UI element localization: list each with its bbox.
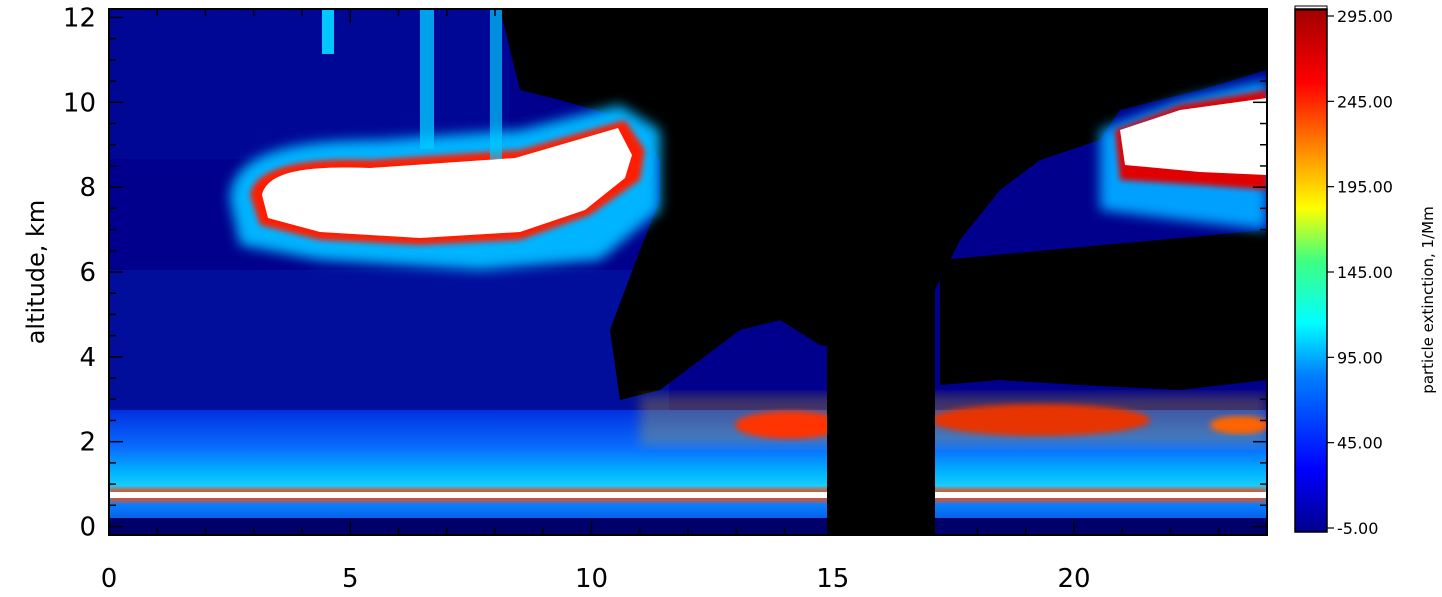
colorbar: -5.0045.0095.00145.00195.00245.00295.00 …: [1294, 5, 1437, 538]
cloud-streak: [322, 9, 334, 54]
colorbar-tick-label: 195.00: [1337, 178, 1393, 197]
missing-data-gap: [827, 9, 935, 535]
colorbar-saturated-cap: [1294, 5, 1328, 11]
cloud-streak: [490, 9, 502, 159]
upper-cloud-saturated-core: [262, 128, 632, 238]
y-tick-label: 12: [63, 3, 96, 33]
no-signal-region-2: [940, 230, 1267, 390]
x-tick-label: 10: [575, 564, 608, 594]
upper-cloud-right-core: [1120, 98, 1267, 175]
x-axis: 0 5 10 15 20: [101, 9, 1268, 594]
x-tick-label: 5: [342, 564, 359, 594]
y-axis-title: altitude, km: [22, 200, 50, 345]
low-extinction-mid-troposphere: [109, 270, 669, 410]
x-tick-label: 20: [1057, 564, 1090, 594]
y-axis: 0 2 4 6 8 10 12: [63, 3, 1267, 543]
x-tick-label: 0: [101, 564, 118, 594]
near-surface-layer: [109, 492, 1267, 498]
colorbar-tick-label: 95.00: [1337, 348, 1383, 367]
y-tick-label: 8: [79, 173, 96, 203]
colorbar-tick-label: 295.00: [1337, 7, 1393, 26]
colorbar-ticks: -5.00 45.00 95.00 145.00 195.00 245.00 295.00: [1327, 7, 1393, 538]
x-tick-label: 15: [816, 564, 849, 594]
colorbar-tick-label: 45.00: [1337, 434, 1383, 453]
y-tick-label: 6: [79, 258, 96, 288]
colorbar-tick-label: 145.00: [1337, 263, 1393, 282]
y-tick-label: 10: [63, 88, 96, 118]
heatmap-plot-area: [109, 9, 1267, 535]
colorbar-tick-label: -5.00: [1337, 519, 1378, 538]
y-tick-label: 0: [79, 513, 96, 543]
elevated-aerosol-halo: [640, 395, 1267, 445]
colorbar-gradient: [1295, 9, 1327, 532]
y-tick-label: 4: [79, 343, 96, 373]
colorbar-title: particle extinction, 1/Mm: [1419, 206, 1437, 393]
colorbar-tick-label: 245.00: [1337, 92, 1393, 111]
y-tick-label: 2: [79, 428, 96, 458]
low-extinction-upper: [109, 9, 509, 159]
colorbar-frame: [1294, 8, 1328, 533]
cloud-streak: [420, 9, 434, 149]
